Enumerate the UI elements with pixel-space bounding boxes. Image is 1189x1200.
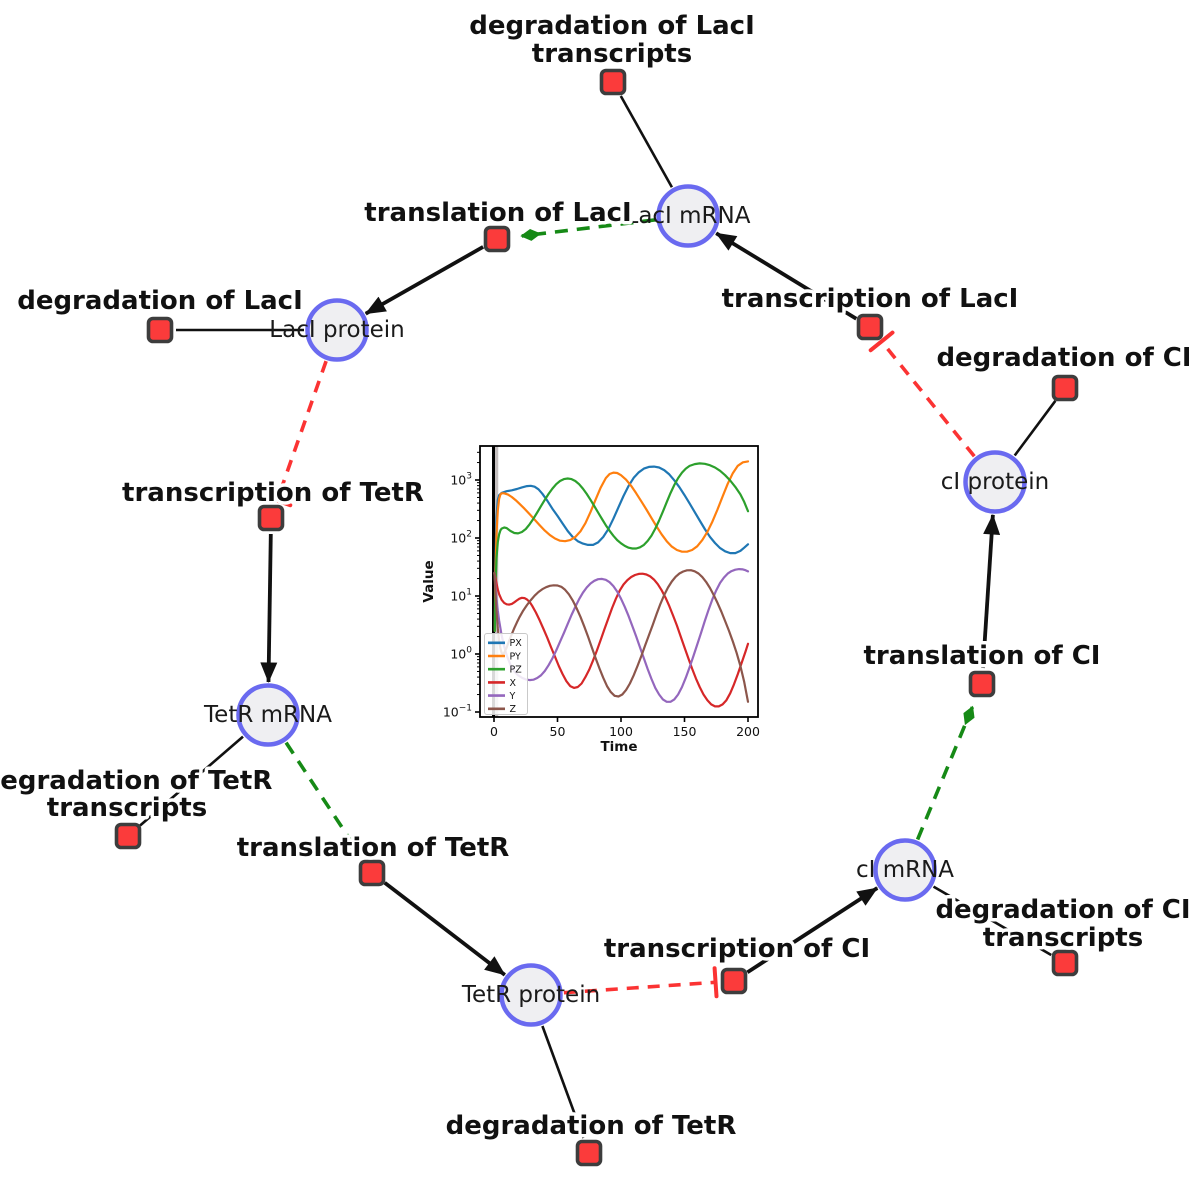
edge-modifier-laci-mrna--translation-of-laci bbox=[520, 218, 656, 241]
edge-modifier-ci-mrna--translation-of-ci bbox=[915, 705, 975, 841]
chart-series-X bbox=[493, 571, 750, 708]
edge-inhibition-laci-protein--transcription-of-tetr bbox=[275, 360, 328, 502]
reaction-node-degradation-of-ci-transcripts[interactable] bbox=[1051, 949, 1079, 977]
edge-production-transcription-of-ci--ci-mrna bbox=[746, 886, 879, 974]
chart-y-tick-label: 103 bbox=[450, 472, 472, 488]
chart-plot-border bbox=[479, 445, 759, 718]
species-label-ci-protein: cI protein bbox=[941, 469, 1050, 495]
reaction-label-degradation-of-ci-transcripts: transcripts bbox=[983, 923, 1143, 953]
chart-legend-label-Z: Z bbox=[510, 704, 517, 715]
reaction-label-translation-of-tetr: translation of TetR bbox=[237, 833, 510, 863]
chart-y-tick-label: 101 bbox=[450, 588, 472, 604]
edge-production-translation-of-tetr--tetr-protein bbox=[383, 881, 506, 977]
chart-curves bbox=[493, 460, 750, 708]
reaction-label-transcription-of-laci: transcription of LacI bbox=[722, 284, 1019, 314]
edge-inhibition-ci-protein--transcription-of-laci bbox=[880, 340, 976, 458]
reaction-node-transcription-of-ci[interactable] bbox=[720, 967, 748, 995]
chart-x-tick-label: 100 bbox=[609, 724, 633, 739]
edge-production-transcription-of-laci--laci-mrna bbox=[715, 231, 858, 321]
reaction-node-degradation-of-tetr-transcripts[interactable] bbox=[114, 822, 142, 850]
chart-x-tick-label: 200 bbox=[736, 724, 760, 739]
reaction-node-degradation-of-ci[interactable] bbox=[1051, 374, 1079, 402]
edge-consumption-tetr-mrna--degradation-of-tetr-transcripts bbox=[139, 735, 244, 827]
chart-y-tick-label: 102 bbox=[450, 530, 472, 546]
species-label-laci-mrna: LacI mRNA bbox=[626, 203, 751, 229]
reaction-node-degradation-of-tetr[interactable] bbox=[575, 1139, 603, 1167]
chart-legend-label-Y: Y bbox=[509, 691, 516, 702]
reaction-label-degradation-of-tetr: degradation of TetR bbox=[446, 1111, 737, 1141]
chart-xlabel: Time bbox=[600, 739, 637, 755]
chart-legend-label-X: X bbox=[510, 678, 517, 689]
reaction-label-degradation-of-laci-transcripts: degradation of LacI bbox=[469, 11, 755, 41]
species-label-laci-protein: LacI protein bbox=[269, 317, 404, 343]
chart-legend-label-PX: PX bbox=[510, 638, 523, 649]
edge-inhibition-tetr-protein--transcription-of-ci bbox=[563, 980, 716, 995]
species-node-ci-mrna[interactable] bbox=[873, 838, 937, 902]
reaction-node-transcription-of-tetr[interactable] bbox=[257, 504, 285, 532]
chart-legend-box bbox=[484, 633, 528, 715]
chart-y-tick-label: 100 bbox=[450, 646, 472, 662]
species-node-tetr-protein[interactable] bbox=[499, 963, 563, 1027]
edge-consumption-ci-protein--degradation-of-ci bbox=[1013, 400, 1057, 457]
edges-layer bbox=[139, 95, 1057, 1139]
species-node-ci-protein[interactable] bbox=[963, 450, 1027, 514]
chart-legend: PX PY PZ XYZ bbox=[484, 633, 528, 715]
labels-layer: LacI mRNA LacI protein TetR mRNA TetR prote… bbox=[0, 8, 1189, 1145]
edge-production-translation-of-laci--laci-protein bbox=[364, 245, 485, 316]
species-node-laci-protein[interactable] bbox=[305, 298, 369, 362]
reaction-node-translation-of-laci[interactable] bbox=[483, 225, 511, 253]
reaction-label-transcription-of-tetr: transcription of TetR bbox=[122, 478, 424, 508]
reaction-node-degradation-of-laci[interactable] bbox=[146, 316, 174, 344]
edge-consumption-ci-mrna--degradation-of-ci-transcripts bbox=[932, 885, 1052, 957]
edge-production-translation-of-ci--ci-protein bbox=[981, 514, 1001, 669]
reaction-label-translation-of-ci: translation of CI bbox=[864, 641, 1101, 671]
reaction-label-degradation-of-laci: degradation of LacI bbox=[17, 286, 303, 316]
reaction-label-degradation-of-tetr-transcripts: transcripts bbox=[47, 793, 207, 823]
species-label-tetr-protein: TetR protein bbox=[461, 982, 600, 1008]
chart-series-Z bbox=[493, 569, 750, 703]
reaction-label-degradation-of-ci: degradation of CI bbox=[936, 343, 1189, 373]
species-node-laci-mrna[interactable] bbox=[656, 184, 720, 248]
chart-series-PY bbox=[493, 460, 750, 632]
chart-y-tick-label: 10−1 bbox=[443, 704, 472, 720]
chart-x-tick-label: 50 bbox=[550, 724, 566, 739]
timeseries-inset-chart: 0 50 100 150 20010−1100101102103TimeValuePXP… bbox=[421, 445, 760, 755]
nodes-layer bbox=[114, 68, 1079, 1167]
reaction-label-degradation-of-tetr-transcripts: degradation of TetR bbox=[0, 766, 272, 796]
chart-series-PX bbox=[493, 465, 750, 632]
reaction-node-transcription-of-laci[interactable] bbox=[856, 313, 884, 341]
reaction-label-degradation-of-laci-transcripts: transcripts bbox=[532, 39, 692, 69]
edge-production-transcription-of-tetr--tetr-mrna bbox=[260, 533, 278, 683]
inhibition-tbar-transcription-of-laci bbox=[868, 330, 895, 353]
reaction-node-degradation-of-laci-transcripts[interactable] bbox=[599, 68, 627, 96]
species-label-tetr-mrna: TetR mRNA bbox=[203, 702, 332, 728]
species-label-ci-mrna: cI mRNA bbox=[856, 857, 954, 883]
reaction-label-translation-of-laci: translation of LacI bbox=[364, 198, 631, 228]
inhibition-tbar-transcription-of-tetr bbox=[261, 493, 293, 508]
reaction-node-translation-of-tetr[interactable] bbox=[358, 859, 386, 887]
edge-consumption-laci-mrna--degradation-of-laci-transcripts bbox=[619, 95, 674, 188]
reaction-label-transcription-of-ci: transcription of CI bbox=[604, 934, 870, 964]
chart-legend-label-PZ: PZ bbox=[510, 665, 523, 676]
reaction-node-translation-of-ci[interactable] bbox=[968, 670, 996, 698]
edge-consumption-tetr-protein--degradation-of-tetr bbox=[541, 1025, 585, 1139]
chart-x-tick-label: 150 bbox=[673, 724, 697, 739]
species-node-tetr-mrna[interactable] bbox=[236, 683, 300, 747]
reaction-label-degradation-of-ci-transcripts: degradation of CI bbox=[935, 895, 1189, 925]
chart-x-tick-label: 0 bbox=[490, 724, 498, 739]
inhibition-tbar-transcription-of-ci bbox=[712, 966, 719, 999]
chart-series-PZ bbox=[493, 462, 750, 632]
chart-legend-label-PY: PY bbox=[510, 651, 522, 662]
chart-ylabel: Value bbox=[421, 560, 437, 602]
